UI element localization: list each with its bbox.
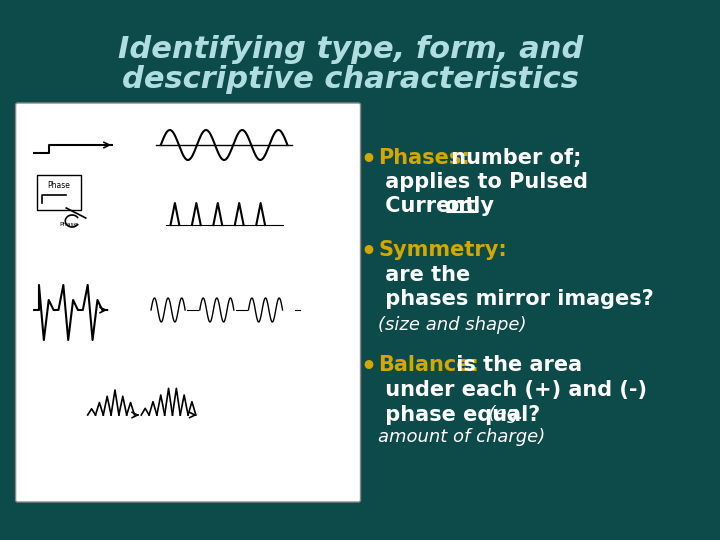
FancyBboxPatch shape	[16, 103, 361, 502]
Text: •: •	[361, 148, 377, 172]
Text: •: •	[361, 355, 377, 379]
Text: (size and shape): (size and shape)	[378, 316, 526, 334]
Text: is the area: is the area	[449, 355, 582, 375]
Text: only: only	[444, 196, 495, 216]
Text: Phase: Phase	[59, 221, 78, 226]
Text: phases mirror images?: phases mirror images?	[378, 289, 654, 309]
Text: under each (+) and (-): under each (+) and (-)	[378, 380, 647, 400]
Text: (eg.: (eg.	[477, 405, 524, 423]
Text: number of;: number of;	[444, 148, 582, 168]
Text: descriptive characteristics: descriptive characteristics	[122, 65, 579, 94]
Text: applies to Pulsed: applies to Pulsed	[378, 172, 588, 192]
Text: Identifying type, form, and: Identifying type, form, and	[118, 36, 583, 64]
Text: Current: Current	[378, 196, 482, 216]
Text: are the: are the	[378, 265, 470, 285]
Text: •: •	[361, 240, 377, 264]
Text: Symmetry:: Symmetry:	[378, 240, 507, 260]
Bar	[37, 175, 81, 210]
Text: amount of charge): amount of charge)	[378, 428, 545, 446]
Text: Phase: Phase	[47, 180, 70, 190]
Text: phase equal?: phase equal?	[378, 405, 540, 425]
Text: Phases:: Phases:	[378, 148, 470, 168]
Text: Balance:: Balance:	[378, 355, 479, 375]
